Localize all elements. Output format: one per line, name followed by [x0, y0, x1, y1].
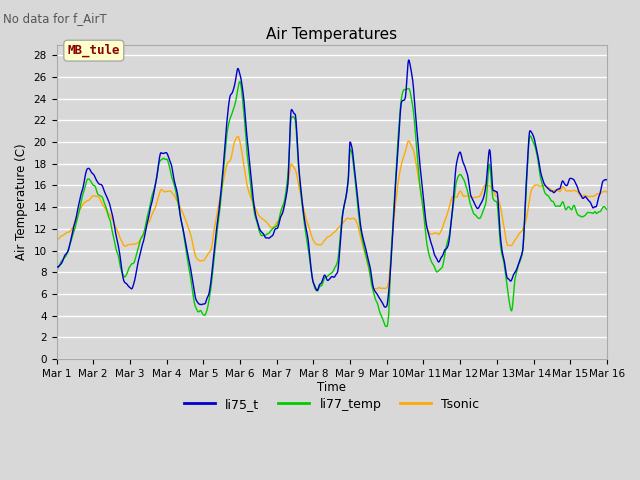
- Tsonic: [52, 236, 60, 242]
- li75_t: [52, 264, 60, 270]
- li75_t: [366, 263, 374, 268]
- Tsonic: [366, 272, 374, 278]
- li77_temp: [236, 79, 244, 84]
- Line: Tsonic: Tsonic: [56, 136, 607, 288]
- Tsonic: [118, 238, 125, 244]
- Text: No data for f_AirT: No data for f_AirT: [3, 12, 107, 25]
- Tsonic: [603, 189, 611, 195]
- Y-axis label: Air Temperature (C): Air Temperature (C): [15, 144, 28, 260]
- li75_t: [118, 265, 125, 271]
- li77_temp: [95, 192, 103, 198]
- li77_temp: [118, 268, 125, 274]
- li77_temp: [382, 324, 390, 329]
- Tsonic: [308, 233, 316, 239]
- Title: Air Temperatures: Air Temperatures: [266, 27, 397, 42]
- li75_t: [95, 181, 103, 187]
- li75_t: [603, 177, 611, 183]
- li75_t: [405, 57, 413, 63]
- Tsonic: [234, 133, 242, 139]
- li77_temp: [52, 266, 60, 272]
- Line: li77_temp: li77_temp: [56, 82, 607, 326]
- li77_temp: [298, 199, 306, 205]
- li75_t: [307, 268, 315, 274]
- Tsonic: [371, 286, 378, 291]
- Text: MB_tule: MB_tule: [68, 44, 120, 57]
- Tsonic: [287, 163, 294, 169]
- li75_t: [381, 304, 389, 310]
- Line: li75_t: li75_t: [56, 60, 607, 307]
- li77_temp: [603, 207, 611, 213]
- Tsonic: [95, 195, 103, 201]
- Tsonic: [298, 198, 306, 204]
- li77_temp: [366, 273, 374, 278]
- li77_temp: [308, 272, 316, 277]
- Legend: li75_t, li77_temp, Tsonic: li75_t, li77_temp, Tsonic: [179, 393, 484, 416]
- li77_temp: [287, 123, 294, 129]
- li75_t: [298, 192, 305, 197]
- X-axis label: Time: Time: [317, 382, 346, 395]
- li75_t: [286, 126, 294, 132]
